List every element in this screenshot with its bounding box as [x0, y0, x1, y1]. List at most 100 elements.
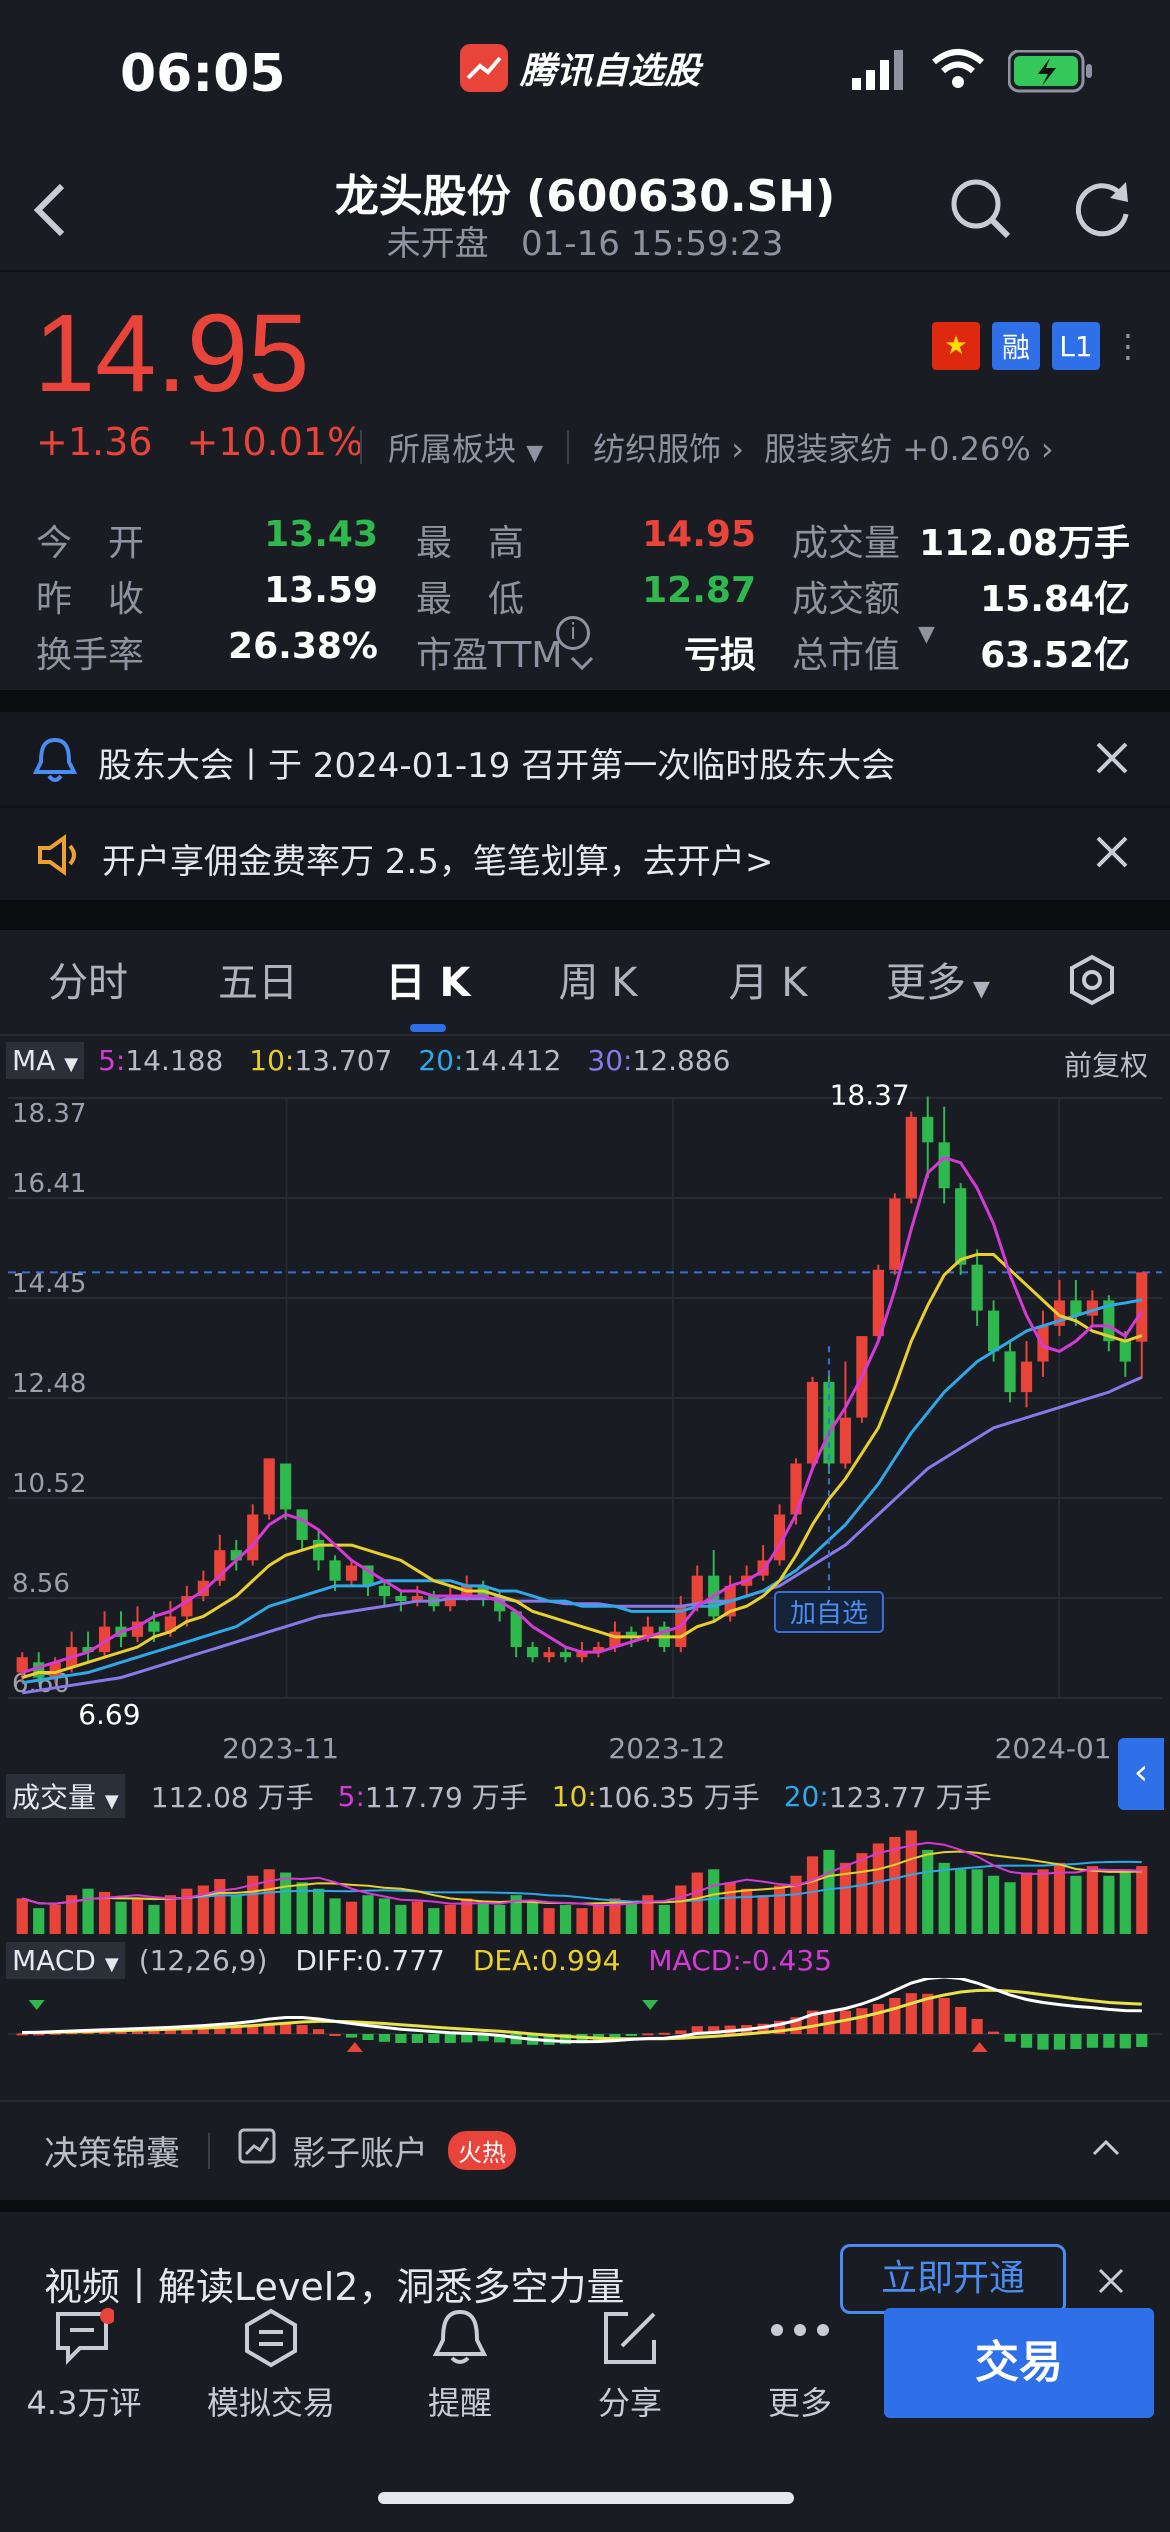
volume-bar	[1086, 1866, 1098, 1934]
candle-body	[312, 1539, 325, 1561]
volume-bar	[938, 1862, 950, 1934]
macd-bar	[1004, 2034, 1016, 2042]
collapse-up-icon[interactable]	[1092, 2138, 1120, 2160]
candle-body	[625, 1631, 637, 1637]
sector-link-1[interactable]: 纺织服饰 ›	[593, 424, 744, 470]
volume-bar	[856, 1853, 868, 1934]
stat-label: 最 高	[416, 523, 525, 564]
margin-badge[interactable]: 融	[992, 322, 1040, 370]
macd-bar	[411, 2034, 423, 2043]
candle-body	[329, 1560, 341, 1581]
macd-bar	[642, 2033, 654, 2036]
trade-button[interactable]: 交易	[884, 2308, 1154, 2418]
macd-selector[interactable]: MACD ▼	[6, 1942, 125, 1979]
settings-icon[interactable]	[1066, 954, 1118, 1010]
candle-body	[806, 1381, 819, 1464]
nav-comments[interactable]: 4.3万评	[14, 2308, 154, 2424]
sector-link-2[interactable]: 服装家纺 +0.26% ›	[764, 424, 1054, 470]
close-icon[interactable]	[1092, 738, 1132, 782]
candle-body	[197, 1580, 209, 1597]
nav-share[interactable]: 分享	[570, 2308, 690, 2424]
candle-body	[1020, 1361, 1033, 1393]
tab-label: 五日	[218, 960, 298, 1006]
level1-badge[interactable]: L1	[1052, 322, 1100, 370]
total-mv-caret-icon[interactable]: ▼	[918, 622, 935, 647]
candle-body	[214, 1550, 226, 1581]
volume-bar	[33, 1908, 45, 1934]
back-icon[interactable]	[30, 180, 70, 244]
current-price: 14.95	[34, 292, 310, 415]
candle-body	[345, 1565, 358, 1581]
macd-bar	[477, 2034, 489, 2042]
close-icon[interactable]	[1096, 2266, 1126, 2300]
tab-1[interactable]: 五日	[178, 950, 338, 1008]
candle-body	[411, 1596, 423, 1602]
volume-bar	[148, 1904, 160, 1934]
refresh-icon[interactable]	[1070, 176, 1136, 246]
tab-4[interactable]: 月 K	[688, 950, 848, 1008]
wifi-icon	[930, 48, 986, 94]
tab-5[interactable]: 更多 ▼	[858, 950, 1018, 1008]
home-indicator	[378, 2492, 794, 2504]
volume-current: 112.08 万手	[150, 1781, 314, 1814]
side-collapse-button[interactable]: ‹	[1118, 1738, 1164, 1810]
candle-body	[16, 1657, 28, 1673]
ma20-key: 20:	[418, 1044, 464, 1077]
signal-icon	[852, 50, 908, 94]
nav-sim-trade[interactable]: 模拟交易	[196, 2308, 346, 2424]
y-tick-label: 12.48	[12, 1369, 86, 1399]
macd-chart[interactable]	[0, 1978, 1170, 2100]
candle-body	[181, 1596, 193, 1617]
macd-bar	[164, 2030, 177, 2034]
volume-bar	[955, 1869, 967, 1934]
candle-body	[1004, 1351, 1016, 1393]
nav-alert[interactable]: 提醒	[400, 2308, 520, 2424]
close-icon[interactable]	[1092, 832, 1132, 876]
volume-bar	[494, 1904, 506, 1934]
tab-0[interactable]: 分时	[8, 950, 168, 1008]
volume-chart[interactable]	[0, 1812, 1170, 1936]
macd-bar	[247, 2025, 259, 2034]
volume-bar	[444, 1904, 456, 1934]
macd-bar	[889, 1998, 901, 2034]
volume-bar	[181, 1888, 193, 1934]
ma10-line	[21, 1252, 1143, 1680]
macd-bar	[1086, 2034, 1098, 2048]
nav-more[interactable]: 更多	[740, 2308, 860, 2424]
macd-bar	[806, 2010, 819, 2034]
volume-bar	[477, 1901, 489, 1934]
volume-bar	[115, 1901, 127, 1934]
notice-promo[interactable]: 开户享佣金费率万 2.5，笔笔划算，去开户>	[0, 808, 1170, 900]
volume-bar	[98, 1891, 111, 1934]
volume-bar	[49, 1904, 61, 1934]
expand-chevron-icon[interactable]	[570, 656, 594, 676]
volume-bar	[247, 1875, 259, 1934]
volume-bar	[773, 1885, 786, 1934]
tab-2[interactable]: 日 K	[348, 950, 508, 1008]
volume-bar	[461, 1898, 473, 1934]
volume-bar	[1037, 1869, 1049, 1934]
search-icon[interactable]	[948, 176, 1014, 246]
price-change: +1.36	[36, 420, 153, 464]
volume-selector[interactable]: 成交量 ▼	[6, 1774, 125, 1818]
macd-bar	[1020, 2034, 1033, 2048]
exchange-icon	[245, 2308, 297, 2368]
volume-bar	[987, 1875, 1000, 1934]
more-dots-icon[interactable]: ⋮	[1112, 327, 1144, 365]
volume-label: 成交量	[12, 1781, 97, 1814]
macd-bar	[1070, 2034, 1082, 2049]
candlestick-chart[interactable]: 18.3716.4114.4512.4810.528.566.602023-11…	[0, 1080, 1170, 1760]
adjust-mode[interactable]: 前复权	[1064, 1049, 1149, 1082]
volume-bar	[131, 1898, 144, 1934]
ma-selector[interactable]: MA ▼	[6, 1042, 85, 1079]
macd-bar	[296, 2025, 308, 2034]
sector-dropdown[interactable]: 所属板块 ▼	[388, 424, 543, 470]
shadow-account-tool[interactable]: 影子账户	[292, 2134, 428, 2174]
info-icon[interactable]: i	[556, 616, 590, 650]
decision-tool[interactable]: 决策锦囊	[44, 2134, 180, 2174]
notice-shareholder[interactable]: 股东大会丨于 2024-01-19 召开第一次临时股东大会	[0, 712, 1170, 806]
volume-bar	[839, 1862, 852, 1934]
tab-3[interactable]: 周 K	[518, 950, 678, 1008]
macd-bar	[1053, 2034, 1066, 2050]
candle-body	[362, 1565, 374, 1586]
